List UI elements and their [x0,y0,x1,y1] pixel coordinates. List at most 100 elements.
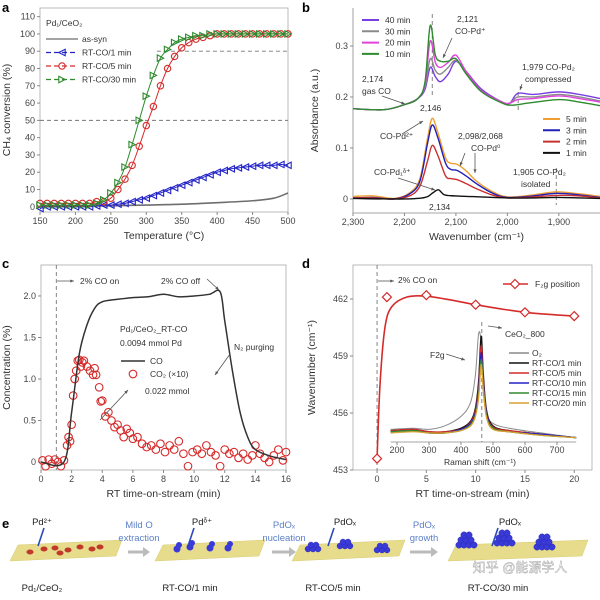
y-tick-label: 462 [333,294,348,304]
annotation-text: 0.022 mmol [145,386,190,396]
x-tick-label: 2,000 [496,217,519,227]
data-point [50,200,59,210]
data-point [283,161,292,170]
step-label: Mild O [125,520,152,531]
data-point [202,441,211,450]
y-axis-label: CH₄ conversion (%) [1,64,13,156]
y-tick-label: 0.1 [335,143,348,153]
x-tick-label: 10 [189,474,199,484]
annotation-text: compressed [525,74,572,84]
x-tick-label: 2,300 [342,217,365,227]
data-point [205,170,214,179]
data-point [96,397,106,406]
data-point [224,449,234,459]
data-point [135,116,144,125]
annotation-text: CO-Pd²⁺ [380,131,413,141]
x-axis-label: Wavenumber (cm⁻¹) [429,231,524,243]
data-point [177,35,187,44]
inset-x-tick-label: 500 [485,445,500,455]
data-point [177,44,186,52]
data-point [156,82,165,90]
data-point [277,29,286,39]
inset-x-tick-label: 200 [389,445,404,455]
arrow-head-icon [473,169,477,173]
y-tick-label: 110 [21,12,35,22]
step-label: PdOₓ [273,520,296,531]
annotation-arrow [99,389,129,421]
series-line [40,33,288,206]
spectrum-line [352,124,600,200]
legend-label: 2 min [566,137,587,147]
data-point [199,31,208,40]
arrow-head-icon [143,547,150,557]
data-point [284,29,293,39]
series-line [39,163,289,210]
legend-label: 5 min [566,114,587,124]
legend-label: RT-CO/1 min [82,48,132,58]
y-tick-label: 90 [25,46,35,56]
annotation-text: CO-Pd⁺ [455,26,485,36]
data-point [94,382,104,392]
x-tick-label: 16 [281,474,291,484]
x-tick-label: 4 [100,474,105,484]
data-point [264,457,274,467]
pdox-particle [344,538,352,546]
plot-frame [39,7,289,213]
pd-single-atom [40,546,48,552]
annotation-text: 2% CO on [398,275,437,285]
pointer-line [37,527,45,547]
inset-x-tick-label: 300 [421,445,436,455]
legend-label: CO [150,356,163,366]
pd-single-atom [64,547,72,553]
data-point [192,445,202,454]
x-tick-label: 2,100 [445,217,468,227]
arrow-head-icon [461,357,465,361]
data-point [163,64,172,73]
inset-legend-label: RT-CO/5 min [532,368,582,378]
legend-label: CO₂ (×10) [150,369,189,379]
data-point [278,456,288,465]
arrow-head-icon [124,390,128,394]
inset-x-axis-label: Raman shift (cm⁻¹) [444,457,516,467]
data-point [57,200,66,210]
step-label: nucleation [262,533,305,544]
y-tick-label: 10 [25,185,35,195]
data-point [238,449,248,459]
annotation-arrow [214,353,231,376]
x-tick-label: 2,200 [393,217,416,227]
data-point [97,396,107,405]
data-point [127,197,136,206]
stage-top-label: PdOₓ [499,517,522,528]
pointer-line [327,527,335,547]
data-point [149,71,158,80]
data-point [149,102,158,111]
data-point [90,363,99,373]
data-point [229,447,239,457]
fit-curve [376,294,575,459]
data-point [234,29,243,39]
stage-label: RT-CO/1 min [162,583,217,594]
y-axis-label: Wavenumber (cm⁻¹) [306,320,318,415]
x-tick-label: 5 [424,474,429,484]
annotation-text: 1,905 CO-Pd₂ [513,167,566,177]
legend-title: Pd₁/CeO₂ [46,18,82,28]
y-tick-label: 30 [25,150,35,160]
data-point [243,455,253,464]
data-point [142,92,151,101]
y-tick-label: 459 [333,351,348,361]
pdox-particle [470,541,478,549]
x-tick-label: 2 [69,474,74,484]
watermark: 知乎 @能源学人 [473,560,568,575]
y-tick-label: 60 [25,98,35,108]
data-point [226,164,236,173]
y-tick-label: 80 [25,64,35,74]
data-point [281,447,291,457]
x-tick-label: 150 [32,216,47,226]
data-point [128,140,137,149]
data-point [183,461,193,471]
annotation-arrow [381,95,406,105]
data-point [220,445,230,454]
data-point [212,168,221,177]
legend-marker [58,62,66,70]
